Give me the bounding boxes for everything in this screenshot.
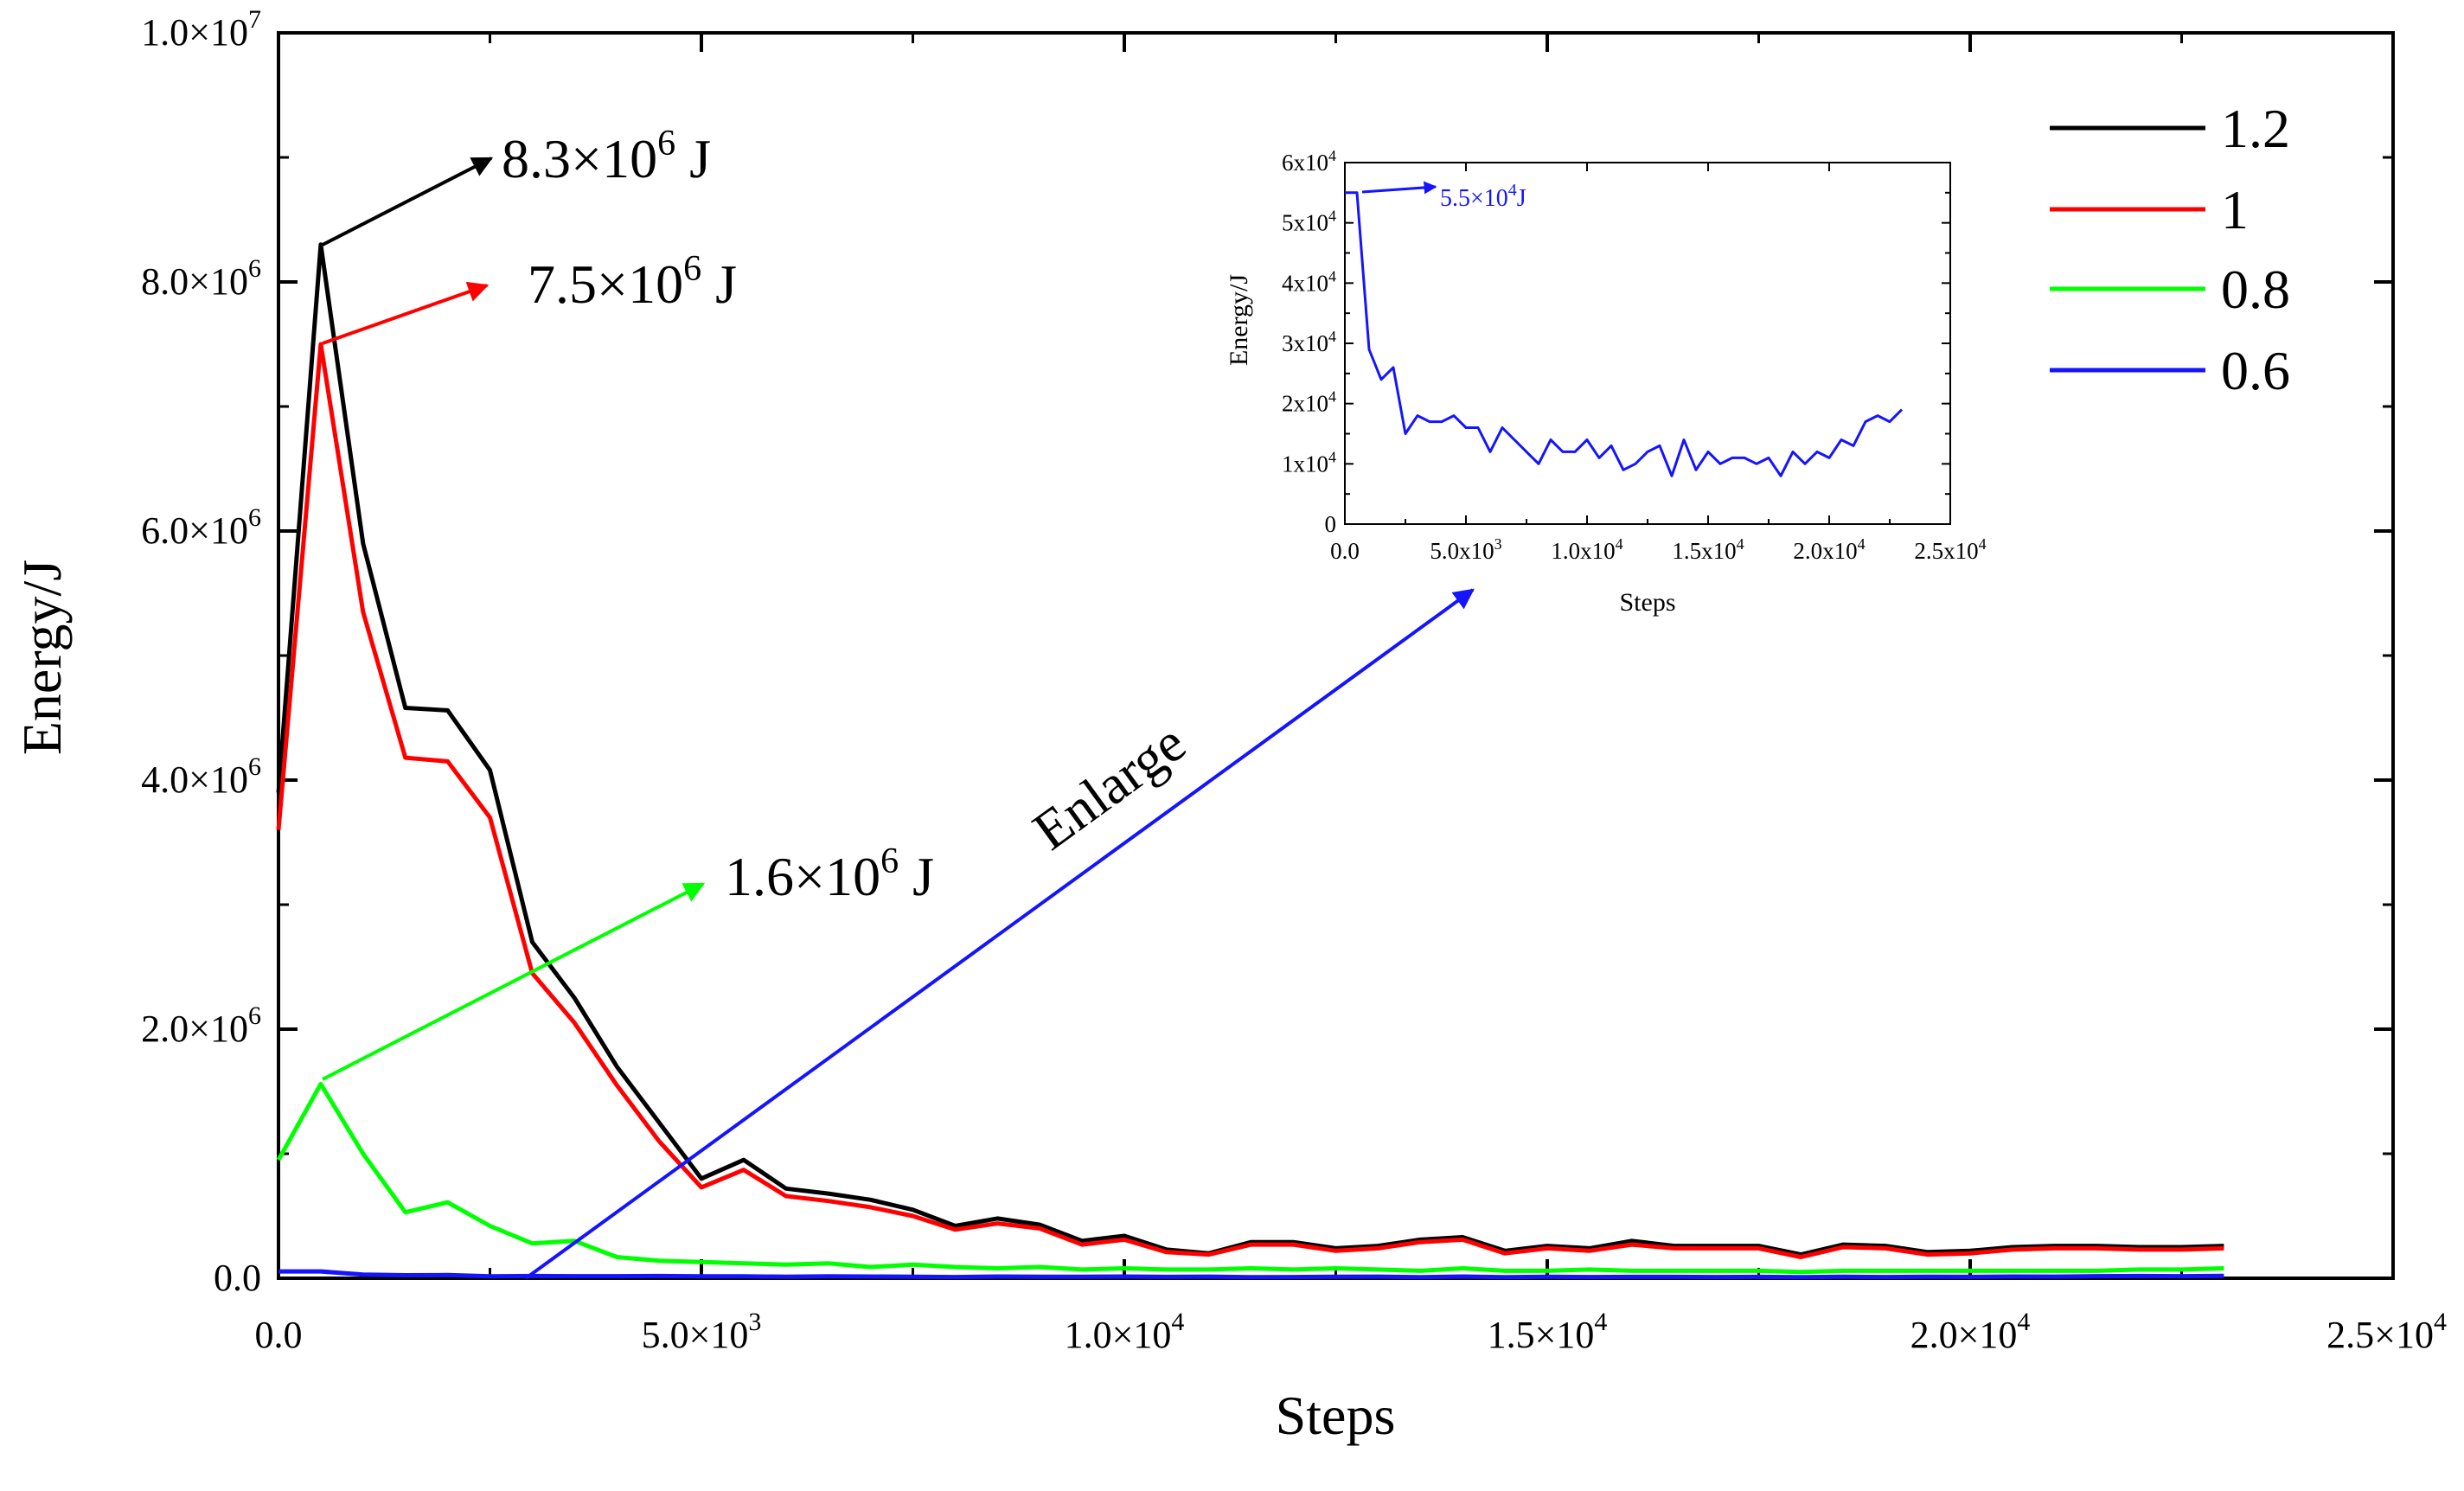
legend: 1.2 1 0.8 0.6 — [2050, 98, 2290, 401]
enlarge-arrow — [524, 588, 1475, 1280]
inset-x-axis-ticks: 0.0 5.0x103 1.0x104 1.5x104 2.0x104 2.5x104 — [1330, 163, 1987, 564]
y-tick-label: 4.0×106 — [141, 752, 261, 801]
inset-plot-frame — [1344, 162, 1951, 525]
legend-label-1: 1 — [2221, 179, 2249, 240]
inset-annotation-text: 5.5×104J — [1440, 181, 1526, 212]
series-line-0-8 — [276, 1081, 2224, 1275]
x-tick-label: 1.5×104 — [1488, 1308, 1608, 1356]
legend-label-1-2: 1.2 — [2221, 98, 2290, 159]
series-line-0-6 — [278, 1269, 2224, 1280]
y-tick-label: 6.0×106 — [141, 503, 261, 552]
y-tick-label: 2.0×106 — [141, 1001, 261, 1050]
inset-x-tick-label: 1.0x104 — [1551, 535, 1622, 564]
y-tick-label: 0.0 — [214, 1257, 261, 1299]
inset-x-tick-label: 1.5x104 — [1672, 535, 1744, 564]
inset-series-line-0-6 — [1345, 191, 1904, 477]
inset-series-line — [1345, 191, 1904, 477]
x-tick-label: 2.5×104 — [2326, 1308, 2447, 1356]
x-tick-label: 1.0×104 — [1065, 1308, 1185, 1356]
x-tick-label: 0.0 — [255, 1314, 303, 1356]
annotation-text-1: 7.5×106 J — [528, 249, 737, 315]
annotation-text-1-2: 8.3×106 J — [502, 124, 711, 189]
y-tick-label: 1.0×107 — [141, 5, 261, 54]
annotation-arrow-1 — [322, 281, 490, 345]
inset-x-tick-label: 2.5x104 — [1914, 535, 1986, 564]
legend-label-0-6: 0.6 — [2221, 340, 2290, 401]
main-series-lines — [276, 242, 2224, 1280]
inset-x-tick-label: 5.0x103 — [1430, 535, 1501, 564]
inset-x-axis-title: Steps — [1619, 588, 1675, 617]
inset-y-tick-label: 2x104 — [1282, 388, 1336, 417]
annotation-text-0-8: 1.6×106 J — [725, 841, 934, 907]
annotation-arrow-0-8 — [322, 882, 706, 1081]
x-axis-title: Steps — [1276, 1385, 1396, 1446]
inset-y-tick-label: 6x104 — [1282, 147, 1336, 176]
inset-y-axis-title: Energy/J — [1225, 274, 1253, 366]
y-axis-title: Energy/J — [11, 560, 73, 755]
series-line-1-2 — [276, 242, 2224, 1257]
y-axis-ticks: 0.0 2.0×106 4.0×106 6.0×106 8.0×106 1.0×107 — [141, 5, 2393, 1299]
inset-y-tick-label: 0 — [1325, 511, 1337, 537]
inset-y-tick-label: 4x104 — [1282, 267, 1336, 296]
series-line-1 — [276, 342, 2224, 1259]
inset-y-tick-label: 5x104 — [1282, 208, 1336, 236]
y-tick-label: 8.0×106 — [141, 254, 261, 303]
inset-x-tick-label: 0.0 — [1330, 538, 1360, 564]
inset-annotation-arrow — [1361, 181, 1437, 195]
x-tick-label: 2.0×104 — [1910, 1308, 2031, 1356]
x-axis-ticks: 0.0 5.0×103 1.0×104 1.5×104 2.0×104 2.5×104 — [255, 33, 2447, 1356]
inset-y-tick-label: 3x104 — [1282, 328, 1336, 356]
annotation-arrow-1-2 — [322, 157, 494, 246]
inset-y-axis-ticks: 0 1x104 2x104 3x104 4x104 5x104 6x104 — [1282, 147, 1950, 537]
inset-y-tick-label: 1x104 — [1282, 448, 1336, 477]
enlarge-label: Enlarge — [1021, 712, 1196, 862]
inset-x-tick-label: 2.0x104 — [1793, 535, 1865, 564]
inset-plot: 0.0 5.0x103 1.0x104 1.5x104 2.0x104 2.5x104 0… — [1225, 147, 1987, 617]
legend-label-0-8: 0.8 — [2221, 259, 2290, 320]
x-tick-label: 5.0×103 — [642, 1308, 762, 1356]
